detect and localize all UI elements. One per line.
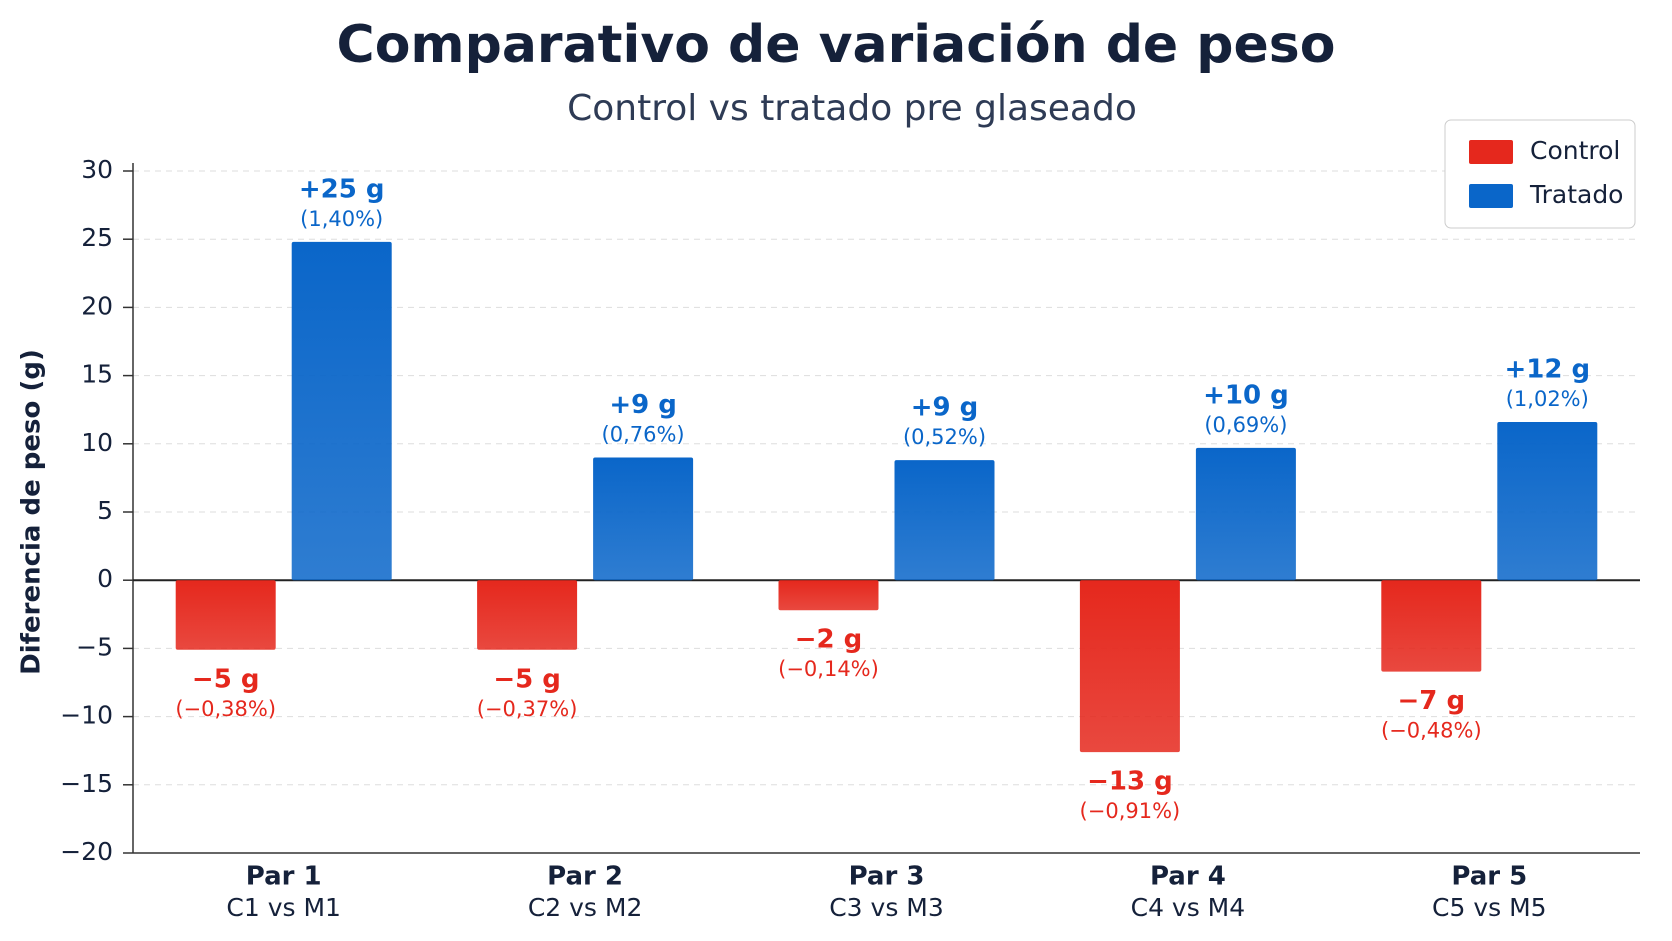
x-tick-label: Par 5 [1451, 862, 1527, 892]
percent-label: (0,52%) [903, 425, 986, 449]
percent-label: (−0,91%) [1080, 799, 1181, 823]
y-tick-label: 20 [81, 291, 113, 320]
value-label: −2 g [795, 625, 863, 655]
y-tick-label: 30 [81, 155, 113, 184]
x-tick-sublabel: C5 vs M5 [1432, 893, 1547, 922]
y-tick-label: 25 [81, 223, 113, 252]
legend-label: Tratado [1529, 180, 1623, 209]
percent-label: (0,69%) [1204, 413, 1287, 437]
value-label: −5 g [192, 664, 260, 694]
value-label: +10 g [1203, 380, 1289, 410]
percent-label: (−0,38%) [175, 697, 276, 721]
bar [175, 580, 276, 650]
y-tick-label: 0 [97, 564, 113, 593]
value-label: +9 g [911, 393, 979, 423]
value-label: −5 g [493, 664, 561, 694]
x-tick-sublabel: C3 vs M3 [829, 893, 944, 922]
legend-swatch [1469, 140, 1513, 164]
bar [778, 580, 879, 611]
y-axis-label: Diferencia de peso (g) [17, 349, 47, 675]
x-tick-label: Par 2 [547, 862, 623, 892]
y-tick-label: −20 [60, 837, 113, 866]
value-label: +9 g [609, 390, 677, 420]
bar [894, 460, 995, 581]
bar [1381, 580, 1482, 672]
value-label: −13 g [1087, 767, 1173, 797]
value-label: +12 g [1504, 354, 1590, 384]
legend-swatch [1469, 184, 1513, 208]
y-tick-label: 15 [81, 360, 113, 389]
percent-label: (0,76%) [602, 422, 685, 446]
x-tick-label: Par 3 [849, 862, 925, 892]
chart-subtitle: Control vs tratado pre glaseado [567, 88, 1137, 129]
bar [1195, 447, 1296, 581]
percent-label: (−0,14%) [778, 657, 879, 681]
percent-label: (−0,37%) [477, 697, 578, 721]
x-tick-sublabel: C4 vs M4 [1131, 893, 1246, 922]
x-tick-sublabel: C2 vs M2 [528, 893, 643, 922]
y-tick-label: 5 [97, 496, 113, 525]
percent-label: (1,40%) [300, 207, 383, 231]
bar [291, 241, 392, 581]
y-tick-label: −15 [60, 769, 113, 798]
bar [593, 457, 694, 581]
x-tick-label: Par 4 [1150, 862, 1226, 892]
percent-label: (−0,48%) [1381, 719, 1482, 743]
x-tick-label: Par 1 [246, 862, 322, 892]
x-tick-sublabel: C1 vs M1 [226, 893, 341, 922]
y-tick-label: 10 [81, 428, 113, 457]
percent-label: (1,02%) [1506, 387, 1589, 411]
legend-label: Control [1530, 136, 1620, 165]
value-label: −7 g [1398, 686, 1466, 716]
y-tick-label: −5 [76, 632, 113, 661]
bar [1079, 580, 1180, 753]
bar [477, 580, 578, 650]
value-label: +25 g [299, 174, 385, 204]
bar [1497, 421, 1598, 581]
chart-title: Comparativo de variación de peso [337, 15, 1336, 75]
y-tick-label: −10 [60, 701, 113, 730]
